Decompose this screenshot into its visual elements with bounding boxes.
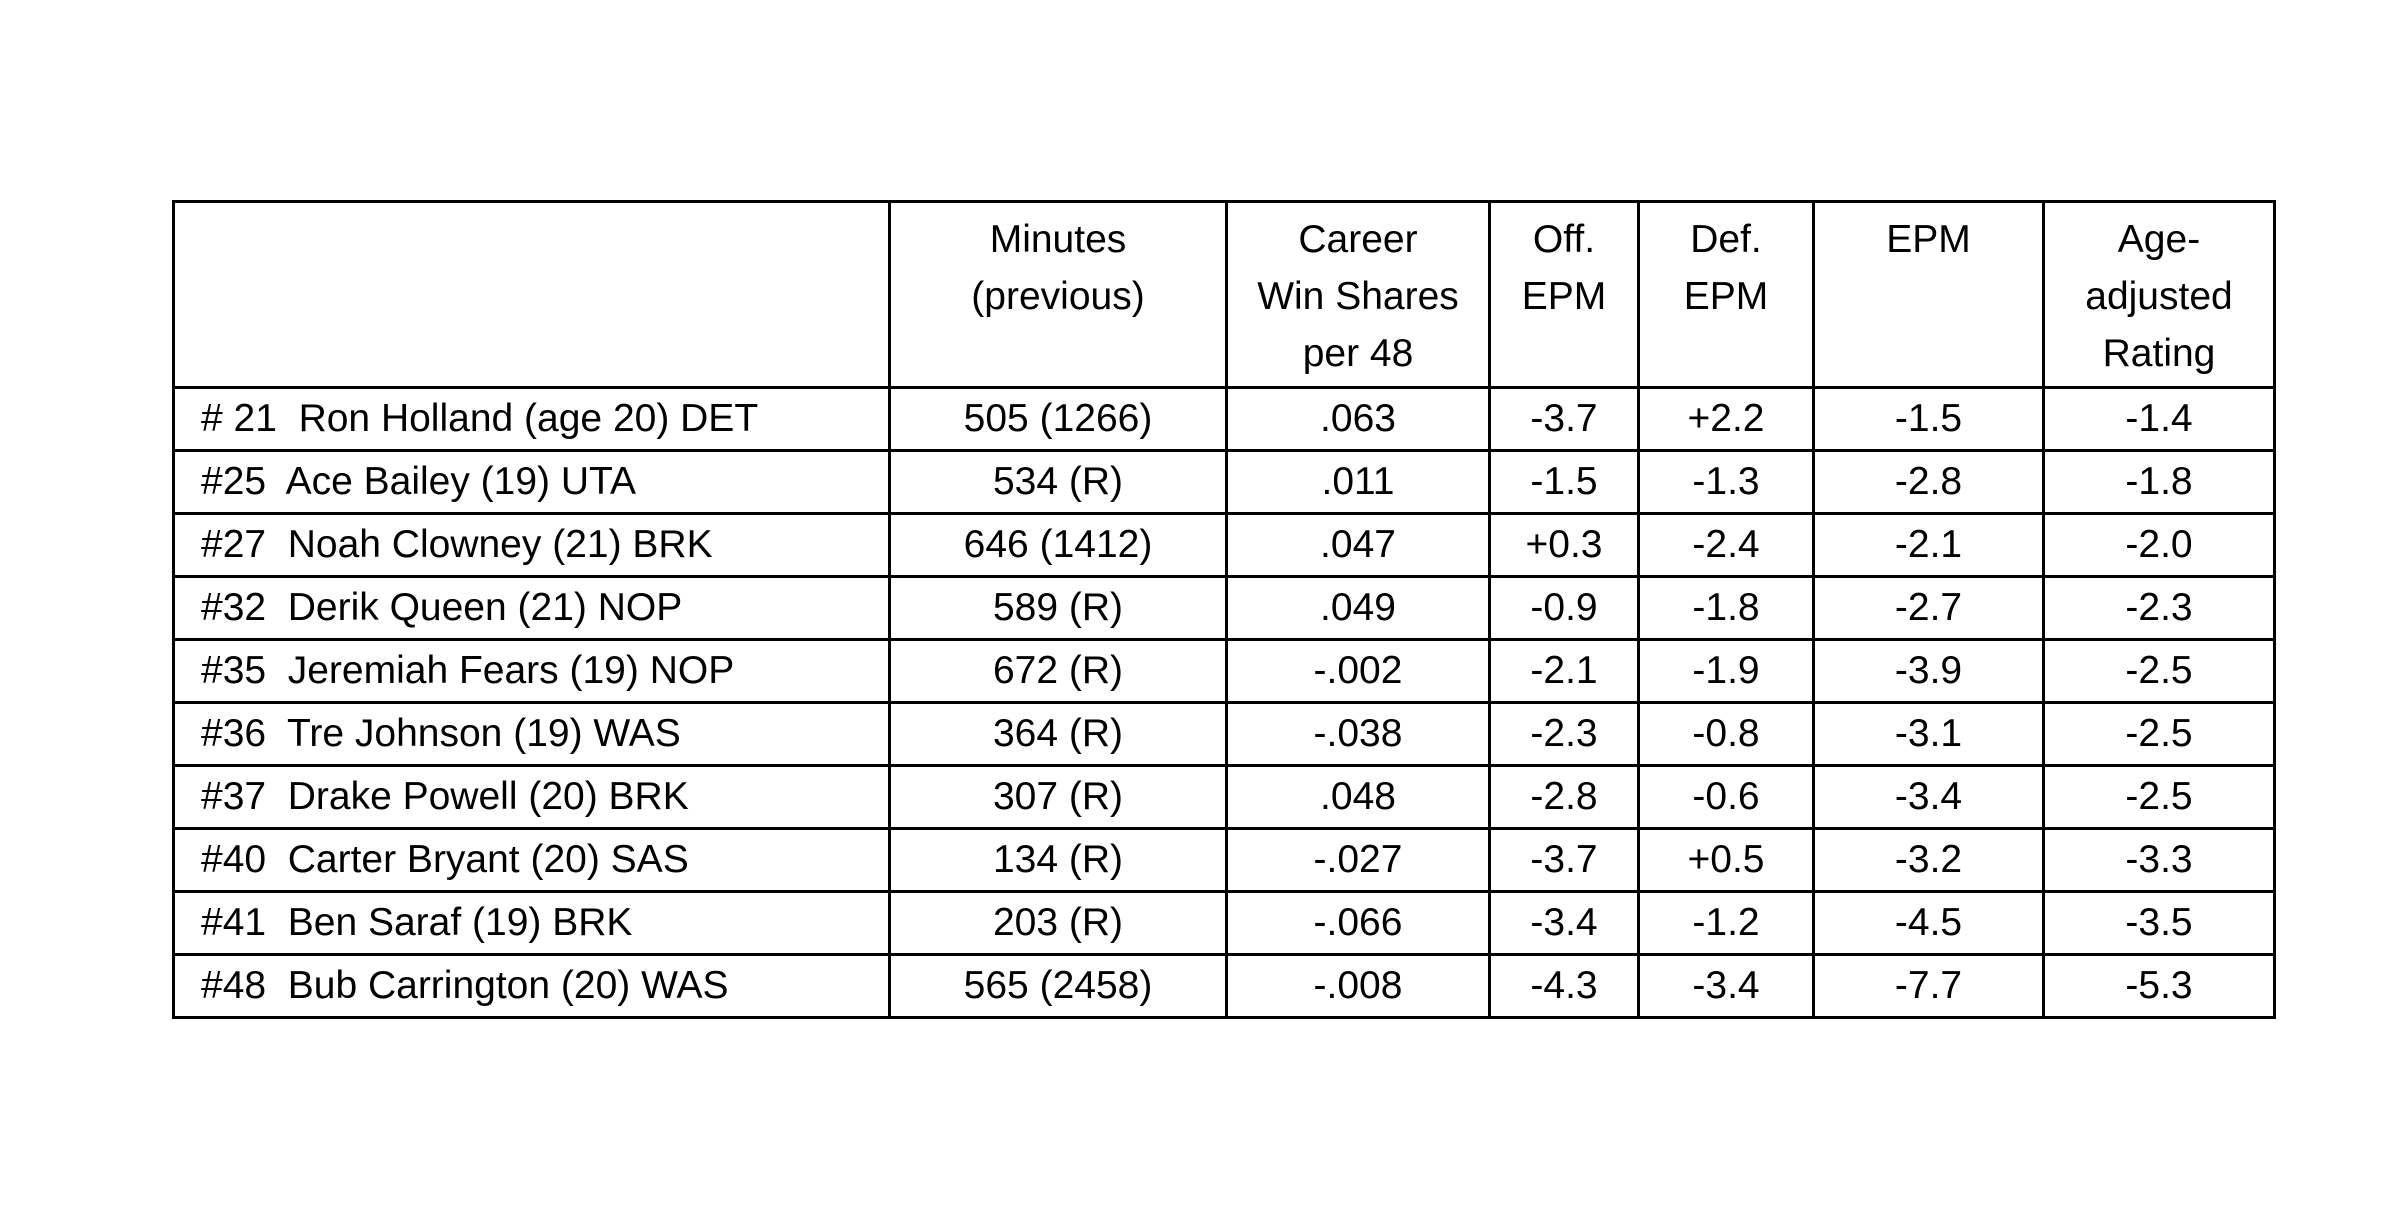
def-epm-cell: -0.6 (1637, 764, 1815, 830)
player-cell: #35 Jeremiah Fears (19) NOP (172, 638, 891, 704)
epm-cell: -3.4 (1812, 764, 2045, 830)
table-row: #48 Bub Carrington (20) WAS 565 (2458) -.0… (172, 953, 2276, 1019)
table-row: #27 Noah Clowney (21) BRK 646 (1412) .047 +… (172, 512, 2276, 578)
player-cell: #48 Bub Carrington (20) WAS (172, 953, 891, 1019)
off-epm-cell: -2.3 (1488, 701, 1640, 767)
def-epm-cell: -1.9 (1637, 638, 1815, 704)
off-epm-cell: -1.5 (1488, 449, 1640, 515)
win-shares-cell: .048 (1225, 764, 1491, 830)
off-epm-cell: -3.4 (1488, 890, 1640, 956)
def-epm-cell: -0.8 (1637, 701, 1815, 767)
minutes-cell: 534 (R) (888, 449, 1228, 515)
minutes-cell: 364 (R) (888, 701, 1228, 767)
player-cell: #41 Ben Saraf (19) BRK (172, 890, 891, 956)
win-shares-cell: -.038 (1225, 701, 1491, 767)
table-row: #37 Drake Powell (20) BRK 307 (R) .048 -2.8… (172, 764, 2276, 830)
epm-cell: -2.7 (1812, 575, 2045, 641)
header-off-epm: Off. EPM (1488, 200, 1640, 389)
player-cell: #40 Carter Bryant (20) SAS (172, 827, 891, 893)
off-epm-cell: -3.7 (1488, 827, 1640, 893)
def-epm-cell: -3.4 (1637, 953, 1815, 1019)
win-shares-cell: .063 (1225, 386, 1491, 452)
header-def-epm: Def. EPM (1637, 200, 1815, 389)
player-cell: #37 Drake Powell (20) BRK (172, 764, 891, 830)
minutes-cell: 565 (2458) (888, 953, 1228, 1019)
header-row: Minutes (previous) Career Win Shares per… (172, 200, 2276, 389)
minutes-cell: 505 (1266) (888, 386, 1228, 452)
win-shares-cell: -.027 (1225, 827, 1491, 893)
table-header: Minutes (previous) Career Win Shares per… (172, 200, 2276, 389)
off-epm-cell: -2.8 (1488, 764, 1640, 830)
player-cell: #36 Tre Johnson (19) WAS (172, 701, 891, 767)
age-adjusted-cell: -1.4 (2042, 386, 2276, 452)
off-epm-cell: +0.3 (1488, 512, 1640, 578)
epm-cell: -4.5 (1812, 890, 2045, 956)
age-adjusted-cell: -2.3 (2042, 575, 2276, 641)
rookie-stats-table: Minutes (previous) Career Win Shares per… (172, 200, 2276, 1019)
minutes-cell: 589 (R) (888, 575, 1228, 641)
header-age-adjusted-rating: Age- adjusted Rating (2042, 200, 2276, 389)
player-cell: # 21 Ron Holland (age 20) DET (172, 386, 891, 452)
table-row: # 21 Ron Holland (age 20) DET 505 (1266).… (172, 386, 2276, 452)
age-adjusted-cell: -3.5 (2042, 890, 2276, 956)
age-adjusted-cell: -2.5 (2042, 638, 2276, 704)
header-player-column (172, 200, 891, 389)
epm-cell: -1.5 (1812, 386, 2045, 452)
win-shares-cell: -.008 (1225, 953, 1491, 1019)
player-cell: #25 Ace Bailey (19) UTA (172, 449, 891, 515)
win-shares-cell: -.066 (1225, 890, 1491, 956)
age-adjusted-cell: -1.8 (2042, 449, 2276, 515)
age-adjusted-cell: -3.3 (2042, 827, 2276, 893)
age-adjusted-cell: -2.0 (2042, 512, 2276, 578)
win-shares-cell: .047 (1225, 512, 1491, 578)
minutes-cell: 203 (R) (888, 890, 1228, 956)
minutes-cell: 672 (R) (888, 638, 1228, 704)
epm-cell: -3.9 (1812, 638, 2045, 704)
table-row: #32 Derik Queen (21) NOP 589 (R) .049 -0.9-… (172, 575, 2276, 641)
def-epm-cell: -1.8 (1637, 575, 1815, 641)
win-shares-cell: -.002 (1225, 638, 1491, 704)
header-career-win-shares: Career Win Shares per 48 (1225, 200, 1491, 389)
off-epm-cell: -2.1 (1488, 638, 1640, 704)
table-row: #36 Tre Johnson (19) WAS 364 (R) -.038 -2.3… (172, 701, 2276, 767)
epm-cell: -7.7 (1812, 953, 2045, 1019)
win-shares-cell: .011 (1225, 449, 1491, 515)
epm-cell: -2.8 (1812, 449, 2045, 515)
header-epm: EPM (1812, 200, 2045, 389)
off-epm-cell: -0.9 (1488, 575, 1640, 641)
table-row: #35 Jeremiah Fears (19) NOP 672 (R) -.002-… (172, 638, 2276, 704)
player-cell: #32 Derik Queen (21) NOP (172, 575, 891, 641)
table-row: #40 Carter Bryant (20) SAS 134 (R) -.027 -3… (172, 827, 2276, 893)
def-epm-cell: -1.2 (1637, 890, 1815, 956)
minutes-cell: 307 (R) (888, 764, 1228, 830)
def-epm-cell: -1.3 (1637, 449, 1815, 515)
epm-cell: -2.1 (1812, 512, 2045, 578)
age-adjusted-cell: -2.5 (2042, 701, 2276, 767)
def-epm-cell: -2.4 (1637, 512, 1815, 578)
table-row: #25 Ace Bailey (19) UTA 534 (R) .011 -1.5 -1… (172, 449, 2276, 515)
age-adjusted-cell: -2.5 (2042, 764, 2276, 830)
win-shares-cell: .049 (1225, 575, 1491, 641)
table-body: # 21 Ron Holland (age 20) DET 505 (1266).… (172, 386, 2276, 1019)
minutes-cell: 646 (1412) (888, 512, 1228, 578)
off-epm-cell: -3.7 (1488, 386, 1640, 452)
epm-cell: -3.2 (1812, 827, 2045, 893)
player-cell: #27 Noah Clowney (21) BRK (172, 512, 891, 578)
minutes-cell: 134 (R) (888, 827, 1228, 893)
epm-cell: -3.1 (1812, 701, 2045, 767)
age-adjusted-cell: -5.3 (2042, 953, 2276, 1019)
header-minutes: Minutes (previous) (888, 200, 1228, 389)
def-epm-cell: +2.2 (1637, 386, 1815, 452)
off-epm-cell: -4.3 (1488, 953, 1640, 1019)
table-row: #41 Ben Saraf (19) BRK 203 (R) -.066 -3.4 -1… (172, 890, 2276, 956)
def-epm-cell: +0.5 (1637, 827, 1815, 893)
rookie-stats-table-container: Minutes (previous) Career Win Shares per… (172, 200, 2276, 1019)
